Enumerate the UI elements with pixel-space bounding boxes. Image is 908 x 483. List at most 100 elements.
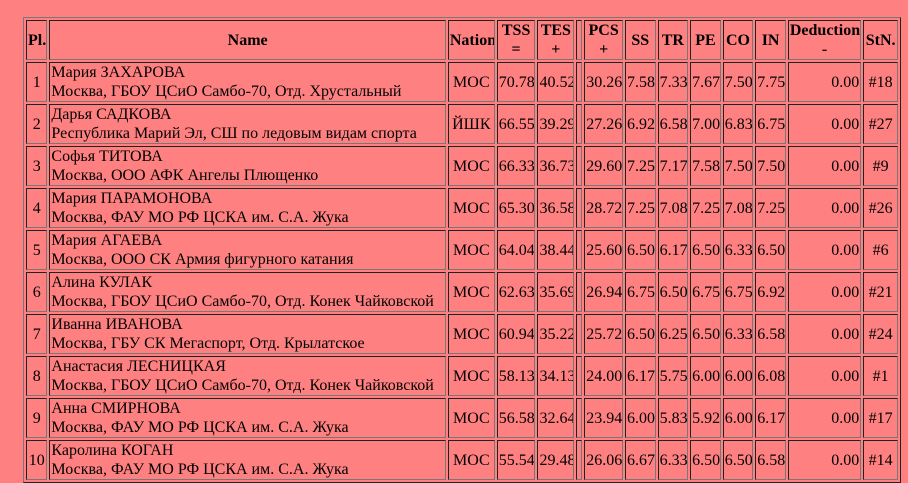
cell-tes: 29.48 <box>537 440 575 480</box>
cell-pcs: 24.00 <box>584 356 623 396</box>
cell-in: 6.58 <box>755 440 786 480</box>
skater-name: Дарья САДКОВА <box>51 106 172 123</box>
cell-in: 7.50 <box>755 146 786 186</box>
header-label: TES <box>540 22 571 39</box>
cell-nation: МОС <box>447 398 495 438</box>
cell-pl: 8 <box>26 356 48 396</box>
cell-ded: 0.00 <box>787 440 862 480</box>
cell-stn: #14 <box>863 440 898 480</box>
cell-pe: 7.25 <box>690 188 721 228</box>
cell-in: 6.50 <box>755 230 786 270</box>
cell-tes: 32.64 <box>537 398 575 438</box>
cell-ded: 0.00 <box>787 398 862 438</box>
skater-cell: Мария ПАРАМОНОВА Москва, ФАУ МО РФ ЦСКА и… <box>49 188 446 228</box>
header-stn: StN. <box>863 20 898 60</box>
cell-tss: 66.33 <box>496 146 536 186</box>
cell-ss: 6.50 <box>624 314 656 354</box>
header-label: Deduction <box>789 22 861 39</box>
header-label: PE <box>695 31 716 49</box>
cell-tr: 6.17 <box>657 230 689 270</box>
skater-cell: Анастасия ЛЕСНИЦКАЯ Москва, ГБОУ ЦСиО Сам… <box>49 356 446 396</box>
skater-name: Мария АГАЕВА <box>51 232 163 249</box>
cell-co: 7.50 <box>722 146 754 186</box>
skater-club: Москва, ФАУ МО РФ ЦСКА им. С.А. Жука <box>51 419 349 436</box>
cell-pcs: 26.94 <box>584 272 623 312</box>
cell-tr: 5.75 <box>657 356 689 396</box>
cell-stn: #18 <box>863 62 898 102</box>
header-pl: Pl. <box>26 20 48 60</box>
cell-nation: МОС <box>447 272 495 312</box>
header-label: TSS <box>501 22 531 39</box>
cell-pcs: 28.72 <box>584 188 623 228</box>
cell-pl: 6 <box>26 272 48 312</box>
cell-ss: 7.25 <box>624 146 656 186</box>
cell-pl: 3 <box>26 146 48 186</box>
spacer-cell <box>576 104 583 144</box>
cell-co: 6.75 <box>722 272 754 312</box>
spacer-cell <box>576 398 583 438</box>
cell-tss: 65.30 <box>496 188 536 228</box>
header-pcs: PCS + <box>584 20 623 60</box>
skater-cell: Софья ТИТОВА Москва, ООО АФК Ангелы Плюще… <box>49 146 446 186</box>
cell-stn: #1 <box>863 356 898 396</box>
header-label: TR <box>661 31 684 49</box>
cell-tr: 7.33 <box>657 62 689 102</box>
cell-ded: 0.00 <box>787 356 862 396</box>
cell-ded: 0.00 <box>787 104 862 144</box>
table-row: 7 Иванна ИВАНОВА Москва, ГБУ СК Мегаспорт,… <box>26 314 898 354</box>
skater-name: Мария ЗАХАРОВА <box>51 64 186 81</box>
header-operator: - <box>821 41 828 58</box>
skater-club: Москва, ГБУ СК Мегаспорт, Отд. Крылатско… <box>51 335 365 352</box>
cell-pe: 5.92 <box>690 398 721 438</box>
table-row: 6 Алина КУЛАК Москва, ГБОУ ЦСиО Самбо-70, … <box>26 272 898 312</box>
cell-in: 6.75 <box>755 104 786 144</box>
table-row: 2 Дарья САДКОВА Республика Марий Эл, СШ по… <box>26 104 898 144</box>
cell-ss: 6.17 <box>624 356 656 396</box>
cell-tr: 6.58 <box>657 104 689 144</box>
cell-tes: 35.22 <box>537 314 575 354</box>
spacer-cell <box>576 188 583 228</box>
cell-pe: 7.00 <box>690 104 721 144</box>
cell-tss: 62.63 <box>496 272 536 312</box>
cell-pcs: 25.60 <box>584 230 623 270</box>
spacer-cell <box>576 62 583 102</box>
cell-stn: #24 <box>863 314 898 354</box>
header-deduction: Deduction - <box>787 20 862 60</box>
cell-stn: #9 <box>863 146 898 186</box>
cell-pl: 5 <box>26 230 48 270</box>
cell-nation: МОС <box>447 440 495 480</box>
cell-pcs: 23.94 <box>584 398 623 438</box>
skater-name: Иванна ИВАНОВА <box>51 316 183 333</box>
header-tes: TES + <box>537 20 575 60</box>
header-label: Name <box>227 31 268 49</box>
cell-tr: 6.33 <box>657 440 689 480</box>
header-pe: PE <box>690 20 721 60</box>
cell-tes: 40.52 <box>537 62 575 102</box>
cell-co: 6.00 <box>722 356 754 396</box>
cell-in: 6.17 <box>755 398 786 438</box>
cell-stn: #26 <box>863 188 898 228</box>
skater-cell: Каролина КОГАН Москва, ФАУ МО РФ ЦСКА им.… <box>49 440 446 480</box>
cell-stn: #27 <box>863 104 898 144</box>
cell-pcs: 26.06 <box>584 440 623 480</box>
table-row: 5 Мария АГАЕВА Москва, ООО СК Армия фигурн… <box>26 230 898 270</box>
cell-tes: 34.13 <box>537 356 575 396</box>
cell-co: 6.50 <box>722 440 754 480</box>
header-tss: TSS = <box>496 20 536 60</box>
cell-tss: 60.94 <box>496 314 536 354</box>
table-row: 4 Мария ПАРАМОНОВА Москва, ФАУ МО РФ ЦСКА … <box>26 188 898 228</box>
cell-tes: 38.44 <box>537 230 575 270</box>
cell-ded: 0.00 <box>787 272 862 312</box>
header-ss: SS <box>624 20 656 60</box>
table-row: 8 Анастасия ЛЕСНИЦКАЯ Москва, ГБОУ ЦСиО Са… <box>26 356 898 396</box>
cell-pcs: 30.26 <box>584 62 623 102</box>
cell-co: 6.83 <box>722 104 754 144</box>
cell-pl: 2 <box>26 104 48 144</box>
cell-tr: 5.83 <box>657 398 689 438</box>
skater-name: Каролина КОГАН <box>51 442 174 459</box>
cell-nation: МОС <box>447 146 495 186</box>
skater-cell: Анна СМИРНОВА Москва, ФАУ МО РФ ЦСКА им. … <box>49 398 446 438</box>
cell-pe: 6.50 <box>690 230 721 270</box>
cell-co: 6.00 <box>722 398 754 438</box>
cell-tes: 39.29 <box>537 104 575 144</box>
